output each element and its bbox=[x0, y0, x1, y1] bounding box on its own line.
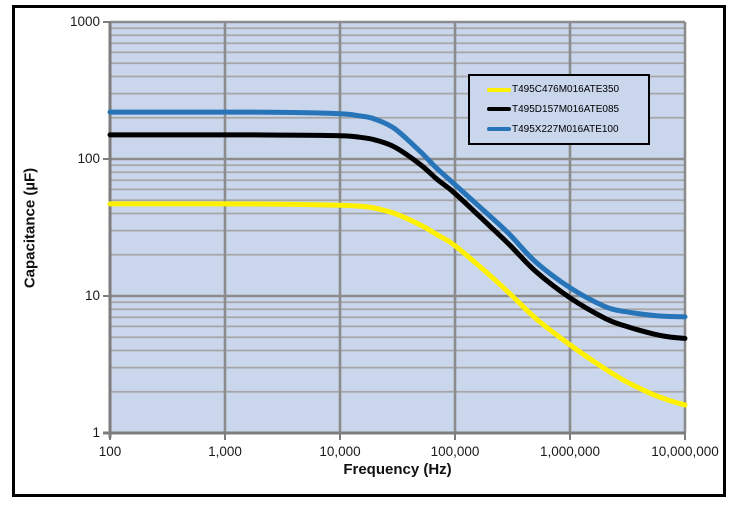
legend-label: T495D157M016ATE085 bbox=[512, 103, 620, 115]
y-tick-label: 10 bbox=[84, 288, 100, 303]
legend-item-t495x227: T495X227M016ATE100 bbox=[487, 122, 644, 136]
legend-item-t495c476: T495C476M016ATE350 bbox=[487, 83, 644, 97]
x-tick-label: 10,000 bbox=[319, 444, 361, 459]
y-tick-label: 1 bbox=[92, 425, 100, 440]
blue-line-swatch bbox=[487, 127, 511, 132]
figure-border bbox=[12, 5, 726, 497]
x-tick-label: 100,000 bbox=[430, 444, 480, 459]
x-axis-title: Frequency (Hz) bbox=[343, 461, 452, 478]
x-tick-label: 100 bbox=[98, 444, 122, 459]
legend-label: T495X227M016ATE100 bbox=[512, 123, 619, 135]
legend: T495C476M016ATE350 T495D157M016ATE085 T4… bbox=[468, 74, 650, 145]
legend-item-t495d157: T495D157M016ATE085 bbox=[487, 102, 644, 116]
x-tick-label: 10,000,000 bbox=[651, 444, 719, 459]
black-line-swatch bbox=[487, 107, 511, 112]
yellow-line-swatch bbox=[487, 87, 511, 92]
y-tick-label: 100 bbox=[77, 151, 100, 166]
y-tick-label: 1000 bbox=[69, 14, 100, 29]
x-tick-label: 1,000,000 bbox=[539, 444, 601, 459]
legend-label: T495C476M016ATE350 bbox=[512, 84, 620, 96]
x-tick-label: 1,000 bbox=[208, 444, 242, 459]
y-axis-title: Capacitance (µF) bbox=[21, 167, 39, 289]
